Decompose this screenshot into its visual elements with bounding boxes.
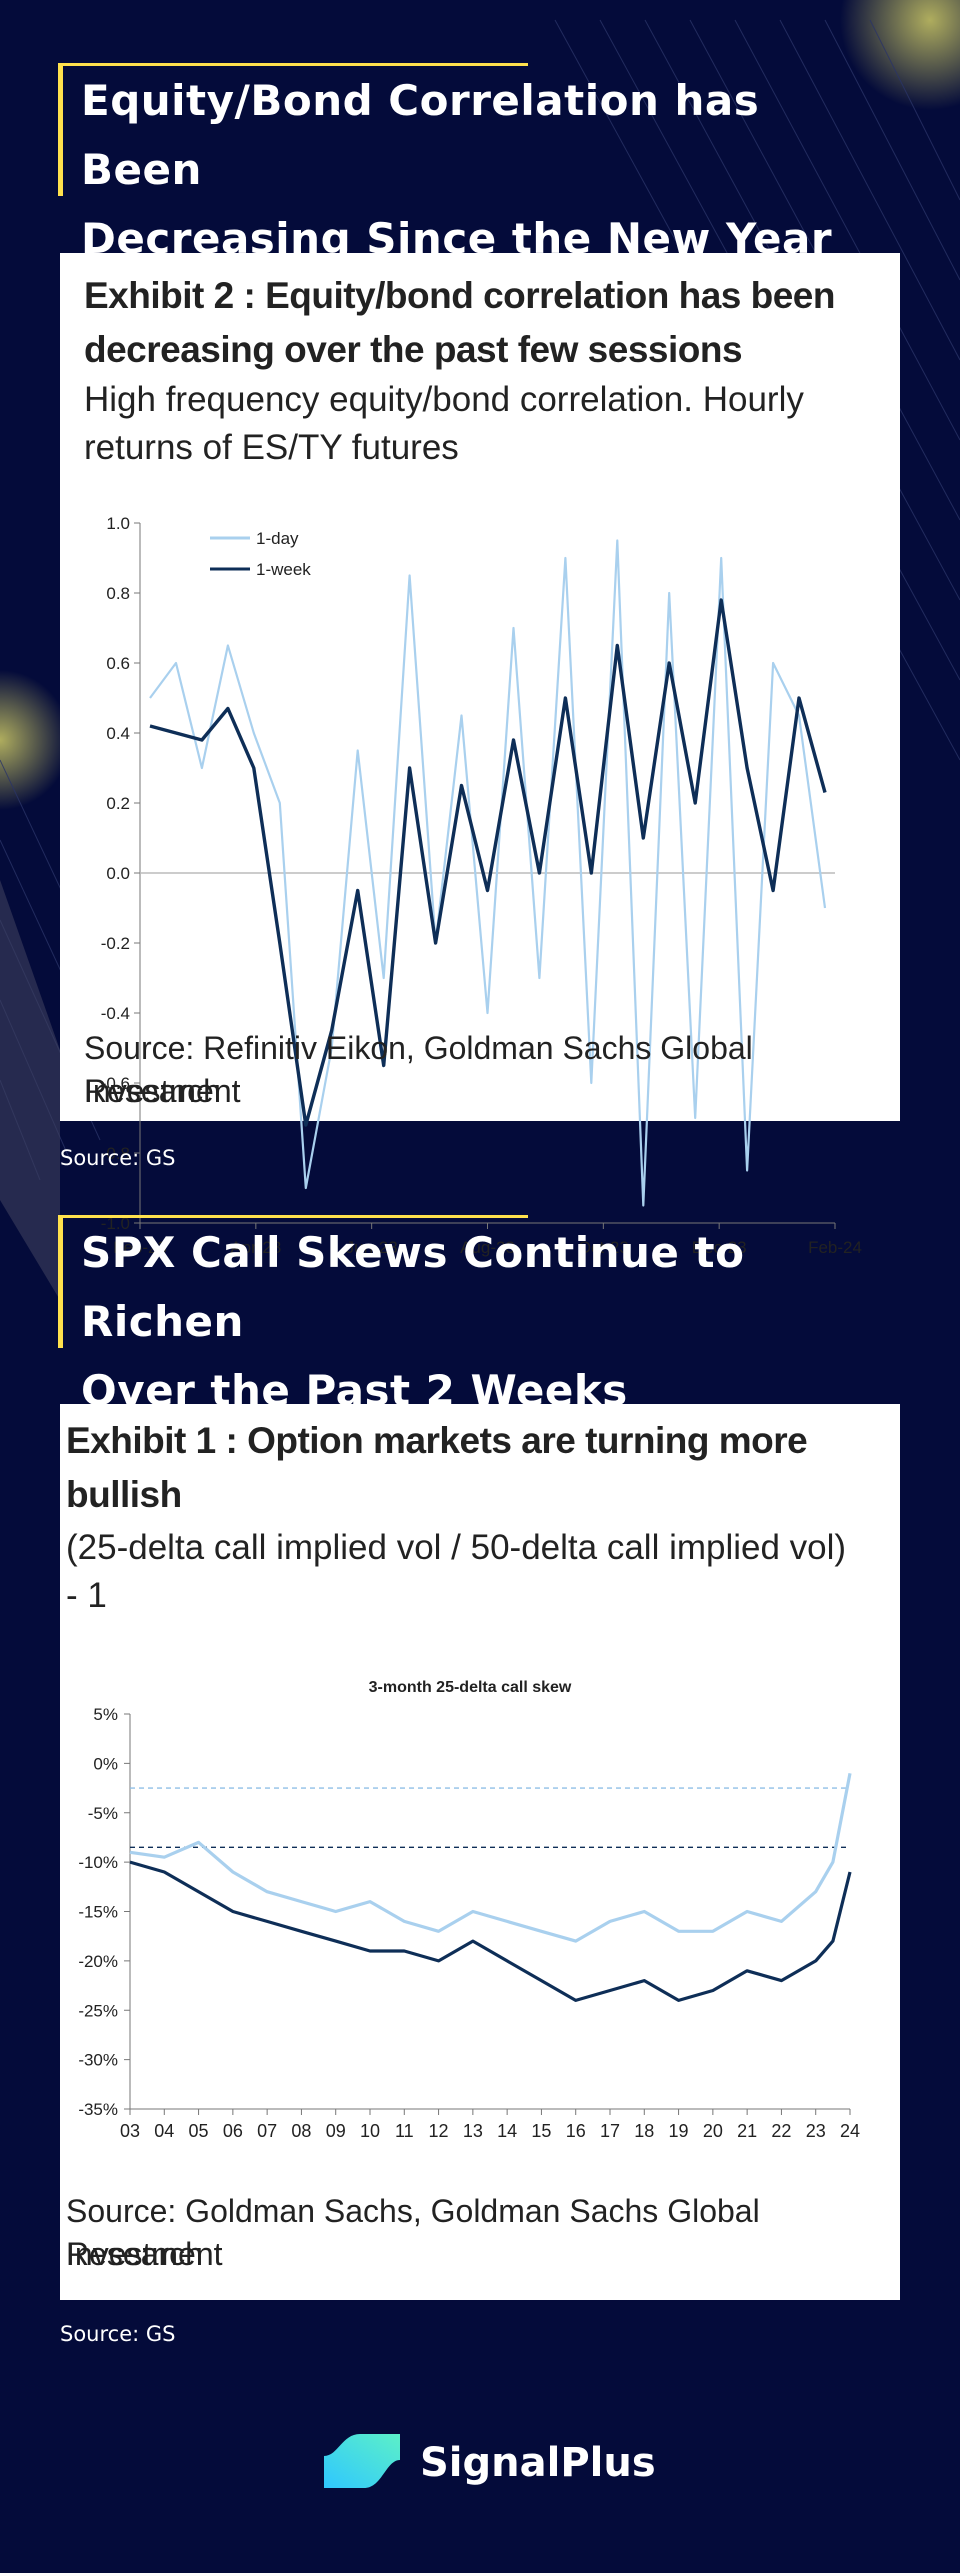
- y-tick-label: 1.0: [106, 514, 130, 533]
- exhibit-2-source-line-1: Source: Refinitiv Eikon, Goldman Sachs G…: [84, 1030, 753, 1109]
- exhibit-1-source-line-2: Research: [66, 2236, 203, 2272]
- x-tick-label: 12: [429, 2121, 449, 2141]
- x-tick-label: 04: [154, 2121, 174, 2141]
- source-note-1: Source: GS: [60, 1146, 176, 1170]
- y-tick-label: -15%: [78, 1903, 118, 1922]
- exhibit-1-source-line-1: Source: Goldman Sachs, Goldman Sachs Glo…: [66, 2193, 760, 2272]
- legend-label-1-day: 1-day: [256, 529, 299, 548]
- heading-accent-line: [58, 1215, 528, 1218]
- x-tick-label: 20: [703, 2121, 723, 2141]
- skew-series-dark-line: [129, 1860, 852, 2002]
- y-tick-label: -1.0: [101, 1214, 130, 1233]
- y-tick-label: 0.8: [106, 584, 130, 603]
- x-tick-label: Aug-23: [460, 1238, 515, 1257]
- call-skew-chart: 3-month 25-delta call skew 5% 0% -5% -10% -1…: [78, 1679, 860, 2141]
- x-tick-label: 16: [566, 2121, 586, 2141]
- x-tick-label: 15: [531, 2121, 551, 2141]
- call-skew-chart-title: 3-month 25-delta call skew: [369, 1679, 572, 1696]
- correlation-chart: 1.0 0.8 0.6 0.4 0.2 0.0 -0.2 -0.4 -0.6 -0.8 -1.0 F…: [101, 514, 862, 1257]
- heading-accent-line: [58, 63, 528, 66]
- y-tick-label: 0.0: [106, 864, 130, 883]
- y-tick-label: -30%: [78, 2051, 118, 2070]
- y-tick-label: -5%: [88, 1804, 118, 1823]
- exhibit-1-title-line-1: Exhibit 1 : Option markets are turning m…: [66, 1420, 808, 1461]
- y-tick-label: 0.2: [106, 794, 130, 813]
- x-tick-label: 05: [189, 2121, 209, 2141]
- x-tick-label: Dec-23: [692, 1238, 747, 1257]
- skew-series-light-line: [129, 1772, 852, 1943]
- x-tick-label: 07: [257, 2121, 277, 2141]
- y-tick-label: -10%: [78, 1853, 118, 1872]
- exhibit-2-title-line-1: Exhibit 2 : Equity/bond correlation has …: [84, 275, 836, 316]
- section-heading-skew: SPX Call Skews Continue to Richen Over t…: [58, 1215, 861, 1415]
- x-tick-label: 08: [291, 2121, 311, 2141]
- x-tick-label: 10: [360, 2121, 380, 2141]
- exhibit-1-subtitle-line-2: - 1: [66, 1576, 107, 1615]
- signalplus-brand: SignalPlus: [320, 2428, 656, 2498]
- x-tick-label: 17: [600, 2121, 620, 2141]
- x-tick-label: 22: [771, 2121, 791, 2141]
- x-tick-label: 11: [395, 2121, 414, 2141]
- x-tick-label: 13: [463, 2121, 483, 2141]
- x-tick-label: Jun-23: [346, 1238, 398, 1257]
- exhibit-1-card: Exhibit 1 : Option markets are turning m…: [60, 1404, 900, 2300]
- exhibit-2-source-line-2: Research: [84, 1073, 221, 1109]
- exhibit-1-subtitle-line-1: (25-delta call implied vol / 50-delta ca…: [66, 1528, 847, 1567]
- x-tick-label: 21: [737, 2121, 757, 2141]
- x-tick-label: 09: [326, 2121, 346, 2141]
- y-tick-label: -0.6: [101, 1074, 130, 1093]
- y-tick-label: -0.2: [101, 934, 130, 953]
- y-tick-label: -0.8: [101, 1144, 130, 1163]
- exhibit-2-card: Exhibit 2 : Equity/bond correlation has …: [60, 253, 900, 1257]
- y-tick-label: 0.6: [106, 654, 130, 673]
- x-tick-label: 03: [120, 2121, 140, 2141]
- x-tick-label: 18: [634, 2121, 654, 2141]
- exhibit-1-title-line-2: bullish: [66, 1474, 182, 1515]
- exhibit-2-title-line-2: decreasing over the past few sessions: [84, 329, 743, 370]
- x-tick-label: Feb-24: [808, 1238, 862, 1257]
- x-tick-label: 19: [669, 2121, 689, 2141]
- signalplus-logo-icon: [324, 2434, 400, 2488]
- x-tick-label: 06: [223, 2121, 243, 2141]
- legend-label-1-week: 1-week: [256, 560, 311, 579]
- series-line-1-week: [149, 598, 827, 1127]
- brand-name: SignalPlus: [420, 2440, 656, 2486]
- x-tick-label: 24: [840, 2121, 860, 2141]
- x-tick-label: Oct-23: [578, 1238, 629, 1257]
- series-line-1-day: [149, 539, 827, 1207]
- section-heading-correlation: Equity/Bond Correlation has Been Decreas…: [58, 63, 861, 263]
- y-tick-label: -20%: [78, 1952, 118, 1971]
- y-tick-label: 0.4: [106, 724, 130, 743]
- y-tick-label: -35%: [78, 2100, 118, 2119]
- heading-line-1: Equity/Bond Correlation has Been: [81, 76, 760, 194]
- x-tick-label: 14: [497, 2121, 517, 2141]
- y-tick-label: 5%: [93, 1705, 118, 1724]
- x-tick-label: 23: [806, 2121, 826, 2141]
- y-tick-label: 0%: [93, 1754, 118, 1773]
- exhibit-2-subtitle-line-2: returns of ES/TY futures: [84, 428, 459, 467]
- y-tick-label: -25%: [78, 2001, 118, 2020]
- exhibit-2-subtitle-line-1: High frequency equity/bond correlation. …: [84, 380, 804, 419]
- x-tick-label: Feb-23: [113, 1238, 167, 1257]
- source-note-2: Source: GS: [60, 2322, 176, 2346]
- x-tick-label: Apr-23: [230, 1238, 281, 1257]
- heading-line-1: SPX Call Skews Continue to Richen: [81, 1228, 745, 1346]
- y-tick-label: -0.4: [101, 1004, 130, 1023]
